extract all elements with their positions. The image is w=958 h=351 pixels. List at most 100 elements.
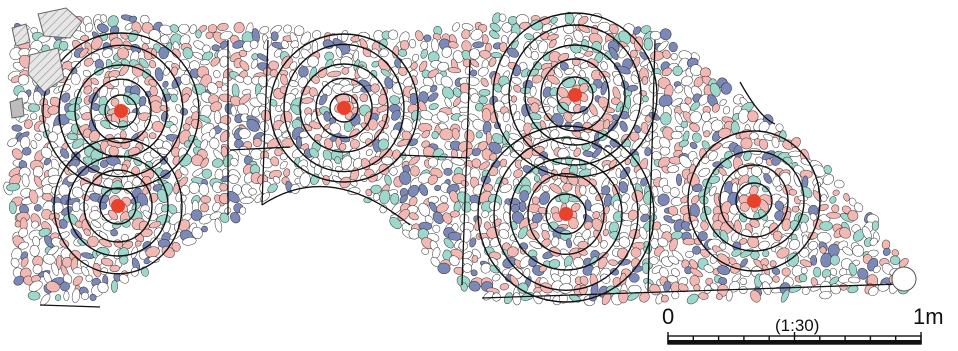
pebble — [340, 84, 354, 93]
ring-line — [556, 76, 594, 114]
ring-line — [329, 93, 359, 123]
pebble — [93, 114, 104, 122]
pebble — [854, 202, 864, 213]
pebble — [209, 137, 220, 150]
pebble — [848, 276, 861, 284]
pebble — [681, 259, 690, 269]
pebble — [293, 25, 305, 36]
pebble — [470, 59, 480, 68]
pebble — [730, 121, 740, 135]
guide-line — [647, 39, 656, 293]
hatched-stone — [27, 47, 65, 93]
pebble — [170, 93, 178, 103]
pebble — [618, 181, 629, 194]
pebble — [259, 121, 269, 132]
pebble — [60, 148, 70, 159]
pebble — [391, 109, 401, 121]
pebble — [111, 280, 118, 293]
pebble — [650, 50, 664, 61]
hatched-stone — [37, 7, 83, 39]
pebble — [210, 56, 220, 67]
pebble — [23, 119, 33, 129]
pebble — [421, 247, 430, 255]
pebble — [140, 228, 153, 238]
pebble — [579, 275, 589, 286]
pebble — [685, 250, 694, 258]
pebble — [420, 41, 429, 50]
scale-start-label: 0 — [662, 304, 675, 329]
pebble — [442, 86, 454, 100]
pebble — [627, 84, 639, 92]
pebble — [529, 241, 542, 249]
pebble — [173, 183, 180, 195]
pebble — [324, 138, 333, 150]
pebble — [747, 110, 759, 123]
pebble — [459, 106, 469, 114]
pebble — [188, 181, 200, 194]
ring-line — [508, 24, 642, 166]
pebble — [771, 136, 780, 149]
pebble — [738, 181, 753, 195]
pebble — [690, 101, 701, 111]
pebble — [618, 236, 631, 248]
pebble — [291, 148, 305, 159]
pebble — [408, 156, 420, 166]
pebble — [799, 247, 810, 258]
pebble — [211, 44, 220, 52]
pebble — [300, 31, 311, 45]
pebble — [722, 106, 731, 115]
pebble — [279, 160, 288, 170]
pebble — [644, 147, 652, 157]
pebble — [500, 146, 511, 156]
hatched-stones-layer — [9, 7, 917, 292]
pebble — [512, 292, 522, 306]
pebble — [427, 92, 439, 102]
pebble — [758, 138, 769, 150]
pebble — [148, 60, 157, 69]
pebble — [377, 138, 389, 151]
pebble — [740, 137, 753, 150]
pebble — [219, 182, 228, 192]
pebble — [600, 81, 608, 96]
pebble — [34, 204, 42, 212]
pebble — [720, 82, 732, 95]
pebble — [618, 30, 631, 45]
pebble — [461, 29, 471, 40]
pebble — [21, 173, 30, 188]
pebble — [518, 226, 529, 239]
pebble — [437, 262, 451, 275]
pebble — [257, 53, 269, 62]
pebble — [842, 246, 853, 256]
pebble — [321, 128, 332, 139]
pebble — [280, 101, 291, 113]
pebble — [478, 89, 491, 97]
pebble — [499, 42, 508, 52]
pebble — [541, 185, 550, 193]
pebble — [323, 111, 331, 122]
pebble — [739, 202, 750, 212]
pebble — [148, 132, 157, 140]
pebble — [873, 265, 881, 274]
pebble — [610, 268, 619, 276]
ring-center-dot — [747, 194, 761, 208]
pebble — [882, 247, 891, 256]
pebble — [243, 75, 253, 85]
pebble — [528, 256, 538, 267]
pebble — [97, 23, 109, 33]
pebble — [412, 53, 419, 62]
pebble — [309, 147, 319, 159]
pebble — [691, 132, 702, 143]
ring-line — [74, 64, 168, 158]
pebble — [301, 97, 314, 104]
pebble — [823, 165, 832, 174]
pebble — [178, 153, 192, 167]
pebble — [573, 29, 584, 43]
pebble — [42, 253, 56, 265]
pebble — [250, 59, 259, 69]
pebble — [891, 249, 899, 257]
pebble — [839, 227, 851, 239]
ring-line — [104, 94, 138, 128]
guide-line — [39, 304, 101, 308]
pebble — [443, 238, 454, 249]
pebble — [159, 24, 173, 36]
